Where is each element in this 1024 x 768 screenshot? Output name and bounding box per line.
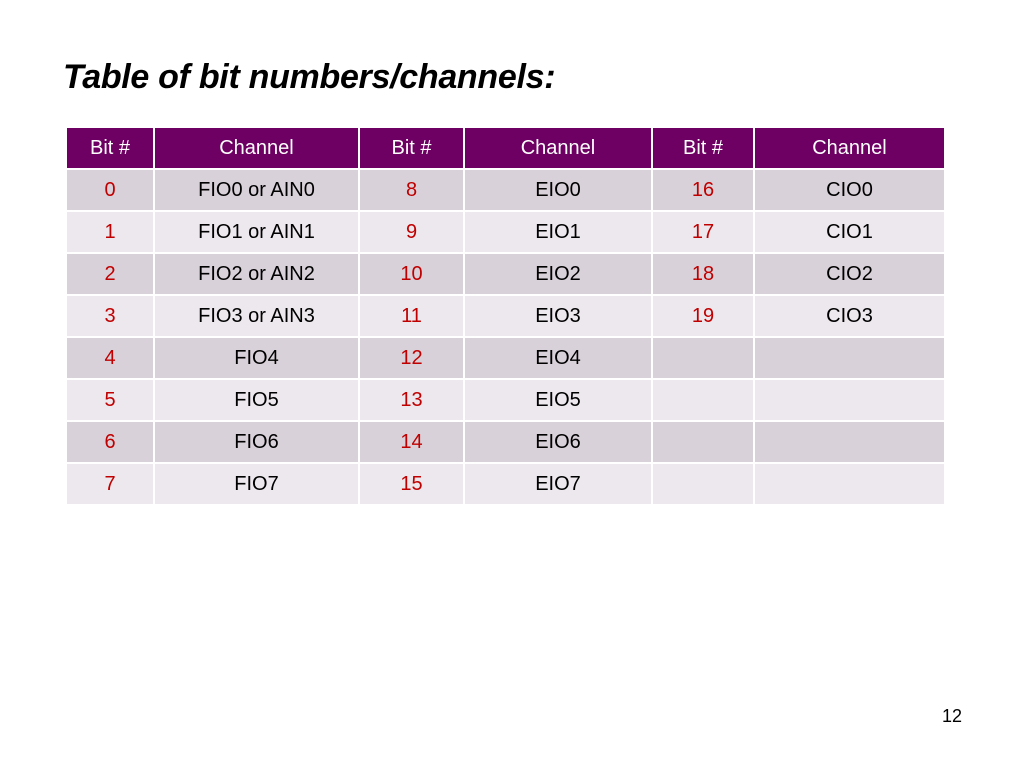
channel-cell xyxy=(753,462,946,506)
header-channel-2: Channel xyxy=(463,126,653,170)
table-row: 6 FIO6 14 EIO6 xyxy=(65,420,946,464)
header-channel-1: Channel xyxy=(153,126,360,170)
bit-cell xyxy=(651,378,755,422)
bit-cell: 0 xyxy=(65,168,155,212)
channel-cell: FIO7 xyxy=(153,462,360,506)
channel-cell: EIO6 xyxy=(463,420,653,464)
channel-cell: EIO7 xyxy=(463,462,653,506)
bit-channel-table: Bit # Channel Bit # Channel Bit # Channe… xyxy=(65,126,946,506)
channel-cell: FIO4 xyxy=(153,336,360,380)
header-bit-1: Bit # xyxy=(65,126,155,170)
bit-cell: 7 xyxy=(65,462,155,506)
header-channel-3: Channel xyxy=(753,126,946,170)
bit-cell: 9 xyxy=(358,210,465,254)
header-bit-3: Bit # xyxy=(651,126,755,170)
bit-cell: 8 xyxy=(358,168,465,212)
bit-cell xyxy=(651,462,755,506)
bit-cell xyxy=(651,420,755,464)
channel-cell: CIO0 xyxy=(753,168,946,212)
bit-cell: 3 xyxy=(65,294,155,338)
channel-cell: EIO3 xyxy=(463,294,653,338)
table-row: 2 FIO2 or AIN2 10 EIO2 18 CIO2 xyxy=(65,252,946,296)
bit-cell: 13 xyxy=(358,378,465,422)
slide-title: Table of bit numbers/channels: xyxy=(63,58,556,96)
channel-cell: FIO5 xyxy=(153,378,360,422)
table-header: Bit # Channel Bit # Channel Bit # Channe… xyxy=(65,126,946,170)
table-row: 5 FIO5 13 EIO5 xyxy=(65,378,946,422)
channel-cell: FIO3 or AIN3 xyxy=(153,294,360,338)
channel-cell: CIO1 xyxy=(753,210,946,254)
bit-cell: 15 xyxy=(358,462,465,506)
channel-cell xyxy=(753,336,946,380)
table-row: 1 FIO1 or AIN1 9 EIO1 17 CIO1 xyxy=(65,210,946,254)
bit-cell xyxy=(651,336,755,380)
header-bit-2: Bit # xyxy=(358,126,465,170)
page-number: 12 xyxy=(941,706,962,726)
table-row: 4 FIO4 12 EIO4 xyxy=(65,336,946,380)
table-body: 0 FIO0 or AIN0 8 EIO0 16 CIO0 1 FIO1 or AIN1 9 EI… xyxy=(65,168,946,506)
header-row: Bit # Channel Bit # Channel Bit # Channe… xyxy=(65,126,946,170)
bit-cell: 5 xyxy=(65,378,155,422)
channel-cell: FIO6 xyxy=(153,420,360,464)
bit-cell: 18 xyxy=(651,252,755,296)
table-row: 7 FIO7 15 EIO7 xyxy=(65,462,946,506)
channel-cell: CIO2 xyxy=(753,252,946,296)
channel-cell: EIO5 xyxy=(463,378,653,422)
channel-cell: EIO1 xyxy=(463,210,653,254)
channel-cell: EIO4 xyxy=(463,336,653,380)
channel-cell: FIO2 or AIN2 xyxy=(153,252,360,296)
channel-cell: EIO2 xyxy=(463,252,653,296)
bit-cell: 1 xyxy=(65,210,155,254)
channel-cell xyxy=(753,378,946,422)
bit-cell: 10 xyxy=(358,252,465,296)
channel-cell: EIO0 xyxy=(463,168,653,212)
channel-cell: FIO0 or AIN0 xyxy=(153,168,360,212)
bit-cell: 16 xyxy=(651,168,755,212)
bit-cell: 6 xyxy=(65,420,155,464)
channel-cell: FIO1 or AIN1 xyxy=(153,210,360,254)
channel-cell xyxy=(753,420,946,464)
table-row: 3 FIO3 or AIN3 11 EIO3 19 CIO3 xyxy=(65,294,946,338)
bit-cell: 19 xyxy=(651,294,755,338)
bit-cell: 17 xyxy=(651,210,755,254)
table-row: 0 FIO0 or AIN0 8 EIO0 16 CIO0 xyxy=(65,168,946,212)
channel-cell: CIO3 xyxy=(753,294,946,338)
bit-cell: 11 xyxy=(358,294,465,338)
bit-cell: 14 xyxy=(358,420,465,464)
bit-cell: 4 xyxy=(65,336,155,380)
bit-cell: 12 xyxy=(358,336,465,380)
bit-cell: 2 xyxy=(65,252,155,296)
